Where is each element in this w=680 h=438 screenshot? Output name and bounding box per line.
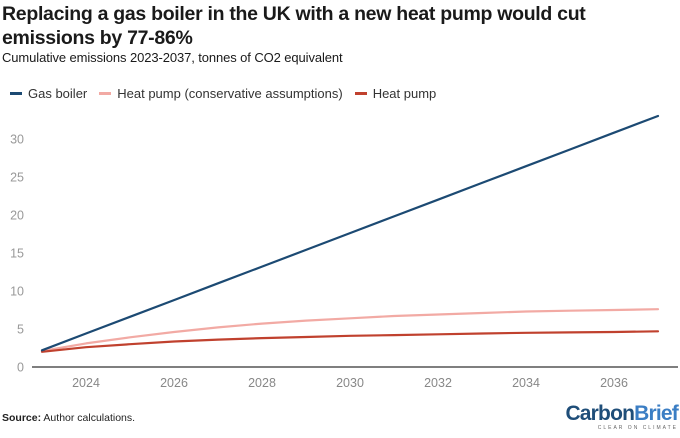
source-label: Source: [2,412,42,424]
x-tick-label: 2028 [248,376,276,390]
logo-tagline: CLEAR ON CLIMATE [597,425,678,431]
logo-part2: Brief [634,402,679,425]
source-note: Source: Author calculations. [2,412,135,424]
legend-item-gas-boiler: Gas boiler [10,86,87,101]
x-tick-label: 2032 [424,376,452,390]
logo-part1: Carbon [565,402,635,425]
y-axis-ticks: 0 5 10 15 20 25 30 [10,132,24,374]
y-tick-label: 25 [10,170,24,184]
chart-subtitle: Cumulative emissions 2023-2037, tonnes o… [2,50,343,65]
legend-label: Gas boiler [28,86,88,101]
y-tick-label: 10 [10,284,24,298]
y-tick-label: 0 [17,361,24,375]
source-text: Author calculations. [41,412,136,424]
y-tick-label: 5 [17,322,24,336]
legend-swatch [354,92,367,95]
x-tick-label: 2036 [600,376,628,390]
legend-label: Heat pump [372,86,437,101]
x-tick-label: 2024 [72,376,100,390]
series-lines [40,114,660,353]
y-tick-label: 20 [10,208,24,222]
x-tick-label: 2026 [160,376,188,390]
legend-swatch [99,92,112,95]
legend-item-heat-pump-conservative: Heat pump (conservative assumptions) [99,86,343,101]
x-axis-ticks: 2024 2026 2028 2030 2032 2034 2036 [72,376,628,390]
legend-swatch [10,92,22,95]
legend-label: Heat pump (conservative assumptions) [117,86,343,101]
legend-item-heat-pump: Heat pump [354,86,437,101]
x-tick-label: 2030 [336,376,364,390]
series-heat-pump-conservative-line [40,308,660,353]
y-tick-label: 15 [10,246,24,260]
series-gas-boiler-line [40,114,660,352]
carbon-brief-logo: CarbonBrief CLEAR ON CLIMATE [565,402,679,431]
x-tick-label: 2034 [512,376,540,390]
y-tick-label: 30 [10,132,24,146]
chart-title: Replacing a gas boiler in the UK with a … [2,3,586,49]
legend: Gas boiler Heat pump (conservative assum… [10,86,448,101]
series-heat-pump-line [40,330,660,353]
